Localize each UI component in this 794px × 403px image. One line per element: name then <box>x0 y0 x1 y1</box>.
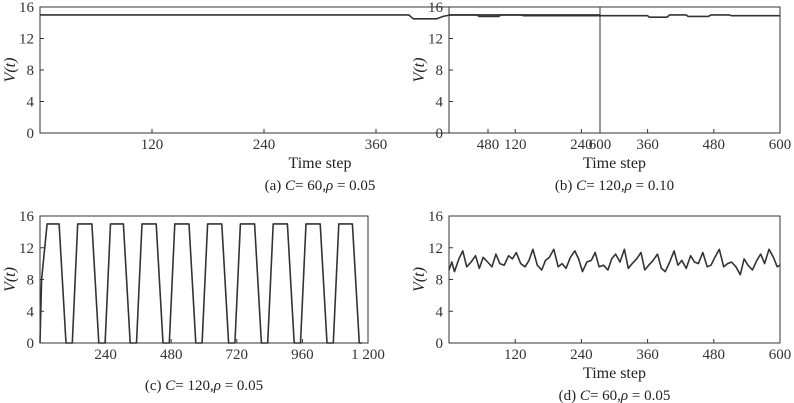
x-axis-label: Time step <box>583 365 646 382</box>
x-tick-label: 120 <box>141 137 164 153</box>
x-axis-label: Time step <box>583 155 646 172</box>
y-tick-label: 16 <box>19 0 35 16</box>
panel-caption: (d) C= 60,ρ = 0.05 <box>559 388 671 403</box>
caption-part-c-sym: C <box>285 178 296 194</box>
panel-c: 0 4 8 12 16 240 480 720 960 1 200 V(t) (c) C= 120,ρ… <box>2 209 385 394</box>
caption-part-prefix: (c) <box>145 378 165 394</box>
panel-d: 0 4 8 12 16 120 240 360 480 600 Time step V(t) (d) C… <box>411 209 791 403</box>
y-tick-label: 8 <box>436 273 444 289</box>
series-line <box>449 14 780 19</box>
caption-part-c-val: = 120, <box>586 178 624 194</box>
y-tick-label: 4 <box>436 95 444 111</box>
caption-part-rho-val: = 0.05 <box>333 178 375 194</box>
caption-part-c-sym: C <box>165 378 176 394</box>
panel-caption: (b) C= 120,ρ = 0.10 <box>555 178 674 194</box>
caption-part-rho-val: = 0.05 <box>628 388 670 403</box>
panel-caption: (c) C= 120,ρ = 0.05 <box>145 378 263 394</box>
x-tick-label: 480 <box>477 137 500 153</box>
y-tick-label: 12 <box>19 241 34 257</box>
caption-part-prefix: (a) <box>265 178 285 194</box>
y-axis-label: V(t) <box>411 267 428 292</box>
y-tick-label: 0 <box>436 336 444 352</box>
y-tick-label: 4 <box>436 304 444 320</box>
plot-frame <box>448 215 781 344</box>
x-tick-label: 120 <box>504 137 527 153</box>
caption-part-rho-val: = 0.10 <box>632 178 674 194</box>
x-tick-label: 600 <box>769 347 792 363</box>
x-tick-label: 600 <box>769 137 792 153</box>
caption-part-rho-sym: ρ <box>624 178 632 194</box>
y-tick-label: 12 <box>428 32 443 48</box>
caption-part-prefix: (b) <box>555 178 576 194</box>
caption-part-rho-sym: ρ <box>620 388 628 403</box>
panel-b: 0 4 8 12 16 120 240 360 480 600 Time step V(t) (b) C… <box>411 0 791 194</box>
y-tick-label: 8 <box>27 273 35 289</box>
panel-caption: (a) C= 60,ρ = 0.05 <box>265 178 376 194</box>
x-tick-label: 480 <box>703 137 726 153</box>
x-tick-label: 480 <box>160 347 183 363</box>
plot-frame <box>39 6 601 134</box>
caption-part-prefix: (d) <box>559 388 580 403</box>
y-axis-label: V(t) <box>2 267 19 292</box>
y-tick-label: 0 <box>27 336 35 352</box>
y-tick-label: 8 <box>436 63 444 79</box>
x-tick-label: 720 <box>226 347 249 363</box>
y-tick-label: 16 <box>428 209 444 225</box>
y-tick-label: 4 <box>27 304 35 320</box>
caption-part-c-val: = 60, <box>590 388 621 403</box>
y-tick-label: 4 <box>27 95 35 111</box>
series-line <box>39 223 362 344</box>
x-tick-label: 240 <box>570 347 593 363</box>
caption-part-rho-sym: ρ <box>213 378 221 394</box>
y-axis-label: V(t) <box>411 58 428 83</box>
x-tick-label: 600 <box>589 137 612 153</box>
y-tick-label: 16 <box>428 0 444 16</box>
x-tick-label: 240 <box>94 347 117 363</box>
x-tick-label: 480 <box>703 347 726 363</box>
x-tick-label: 360 <box>636 137 659 153</box>
x-tick-label: 1 200 <box>351 347 385 363</box>
plot-frame <box>39 215 369 344</box>
caption-part-rho-sym: ρ <box>325 178 333 194</box>
x-tick-label: 960 <box>291 347 314 363</box>
series-line <box>448 248 781 276</box>
caption-part-c-sym: C <box>576 178 587 194</box>
x-tick-label: 360 <box>365 137 388 153</box>
caption-part-c-val: = 60, <box>295 178 326 194</box>
caption-part-rho-val: = 0.05 <box>221 378 263 394</box>
x-tick-label: 360 <box>636 347 659 363</box>
y-tick-label: 0 <box>436 126 444 142</box>
y-tick-label: 12 <box>428 241 443 257</box>
plot-frame <box>448 6 781 134</box>
caption-part-c-sym: C <box>580 388 591 403</box>
y-tick-label: 12 <box>19 32 34 48</box>
x-tick-label: 120 <box>504 347 527 363</box>
x-axis-label: Time step <box>289 155 352 172</box>
y-tick-label: 8 <box>27 63 35 79</box>
x-tick-label: 240 <box>570 137 593 153</box>
caption-part-c-val: = 120, <box>175 378 213 394</box>
y-tick-label: 16 <box>19 209 35 225</box>
y-axis-label: V(t) <box>2 58 19 83</box>
y-tick-label: 0 <box>27 126 35 142</box>
x-tick-label: 240 <box>253 137 276 153</box>
